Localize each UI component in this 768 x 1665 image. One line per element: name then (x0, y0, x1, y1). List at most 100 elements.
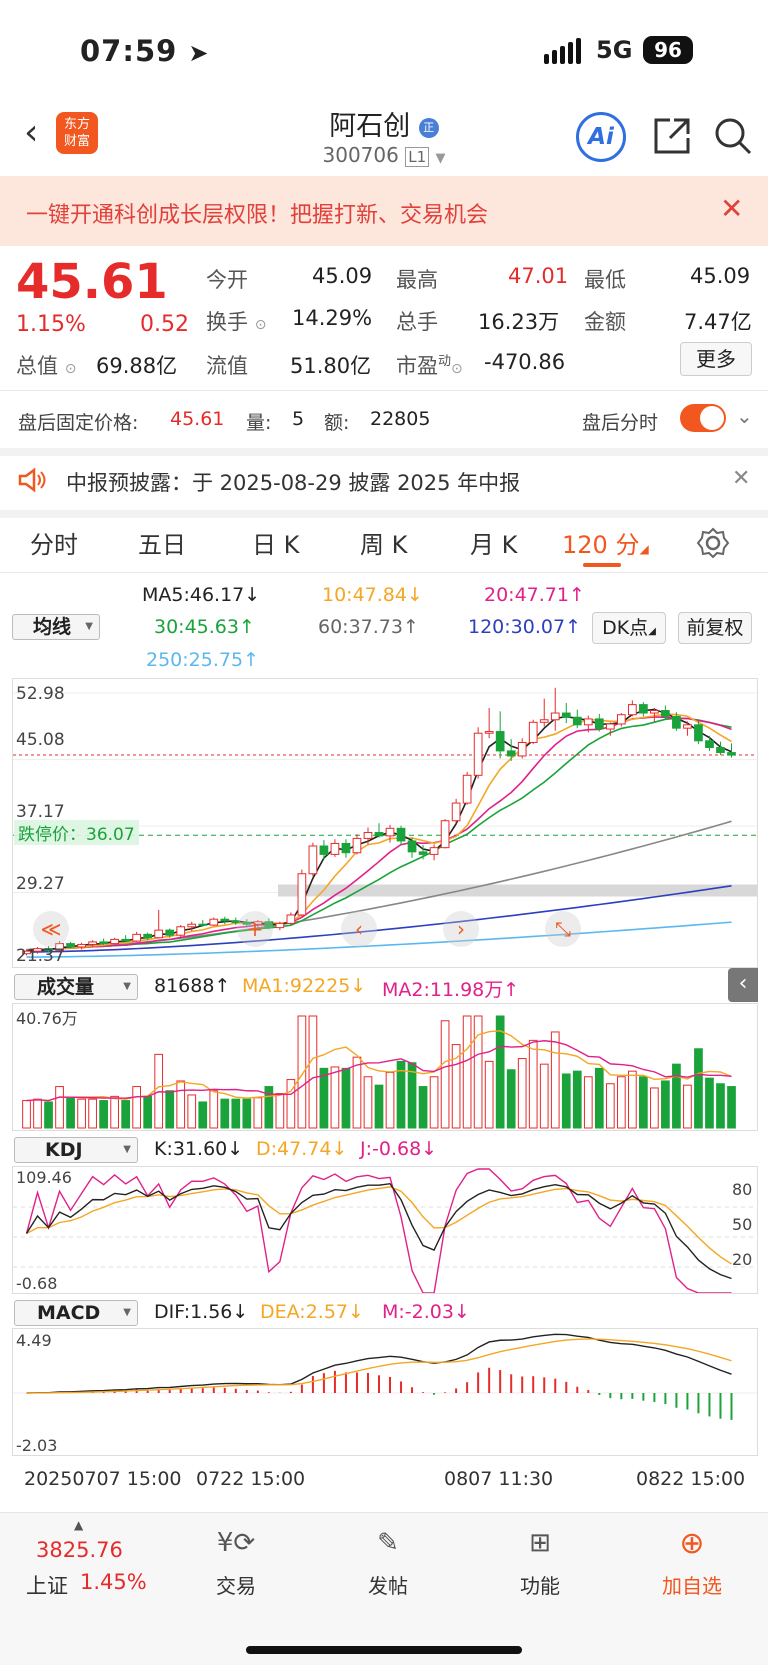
volume-bar (264, 1086, 274, 1129)
kdj-d-line (26, 1186, 732, 1265)
candle (407, 840, 417, 853)
volume-bar (539, 1063, 549, 1129)
x-tick: 20250707 15:00 (24, 1468, 182, 1490)
candle (650, 710, 659, 714)
volume-bar (88, 1098, 97, 1129)
ma-type-select[interactable]: 均线 ▼ (12, 614, 100, 640)
nav-post[interactable]: 发帖 (368, 1574, 408, 1598)
chevron-down-icon[interactable]: ⌄ (736, 404, 753, 428)
volume-bar (528, 1039, 538, 1129)
volume-bar (55, 1086, 64, 1129)
share-icon[interactable] (652, 116, 692, 156)
volume-bar (352, 1056, 362, 1129)
search-icon[interactable] (713, 116, 753, 156)
volume-ma2-line (26, 1040, 732, 1102)
volume-bar (561, 1073, 571, 1129)
candle (583, 718, 593, 726)
ai-button[interactable]: Ai (576, 112, 626, 162)
kdj-k: K:31.60↓ (154, 1138, 244, 1160)
more-button[interactable]: 更多 (680, 342, 752, 376)
candle (396, 827, 406, 842)
nav-trade[interactable]: 交易 (216, 1574, 256, 1598)
macd-dif: DIF:1.56↓ (154, 1301, 249, 1323)
float-value: 51.80亿 (290, 354, 372, 378)
dk-point-button[interactable]: DK点◢ (592, 612, 666, 644)
candle (550, 712, 560, 721)
kdj-select[interactable]: KDJ ▼ (14, 1137, 138, 1163)
volume-select[interactable]: 成交量 ▼ (14, 974, 138, 1000)
app-logo: 东方 财富 (56, 112, 98, 154)
candle (727, 752, 736, 756)
macd-dea: DEA:2.57↓ (260, 1301, 364, 1323)
bottom-nav (0, 1512, 768, 1665)
index-value[interactable]: 3825.76 (36, 1538, 123, 1562)
after-hours-toggle[interactable] (680, 404, 726, 432)
open-value: 45.09 (312, 264, 373, 288)
candle (308, 845, 318, 875)
volume-chart[interactable] (12, 1003, 758, 1131)
post-icon[interactable]: ✎ (377, 1528, 399, 1558)
candle (44, 948, 53, 951)
index-pct[interactable]: 1.45% (80, 1570, 147, 1594)
candle (352, 837, 362, 854)
volume-ma2: MA2:11.98万↑ (382, 979, 520, 1001)
chart-nav-button (33, 911, 69, 947)
ma120-line (26, 884, 732, 953)
tab-timeshare[interactable]: 分时 (30, 531, 78, 559)
price-change: 0.52 (140, 312, 189, 337)
volume-bar (672, 1063, 681, 1129)
candle (495, 731, 505, 752)
trade-icon[interactable]: ¥⟳ (216, 1528, 256, 1558)
after-amt-value: 22805 (370, 408, 431, 430)
function-icon[interactable]: ⊞ (529, 1528, 551, 1558)
chart-nav-button (443, 911, 479, 947)
tab-5day[interactable]: 五日 (138, 531, 186, 559)
tab-120min[interactable]: 120 分◢ (562, 531, 649, 559)
candle (506, 750, 516, 757)
volume-bar (242, 1098, 252, 1129)
pe-value: -470.86 (484, 350, 566, 374)
candle (705, 740, 714, 749)
notice-text[interactable]: 中报预披露：于 2025-08-29 披露 2025 年中报 (66, 471, 521, 495)
volume-bar (297, 1015, 307, 1129)
candle (33, 948, 42, 952)
amount-value: 7.47亿 (684, 310, 752, 334)
after-hours-timeshare-label: 盘后分时 (582, 412, 659, 434)
kdj-chart[interactable] (12, 1166, 758, 1294)
promo-text: 一键开通科创成长层权限！把握打新、交易机会 (26, 203, 489, 228)
index-name[interactable]: 上证 (26, 1574, 68, 1598)
volume-bar (396, 1060, 406, 1129)
chart-nav-button (237, 911, 273, 947)
macd-chart[interactable] (12, 1328, 758, 1456)
tab-day-k[interactable]: 日 K (252, 531, 300, 559)
back-icon[interactable]: ‹ (24, 112, 39, 153)
adjust-button[interactable]: 前复权 (678, 612, 752, 644)
candle (121, 938, 131, 942)
volume-bar (661, 1080, 670, 1129)
promo-banner[interactable] (0, 176, 768, 246)
tab-month-k[interactable]: 月 K (470, 531, 518, 559)
notice-close-icon[interactable]: ✕ (732, 466, 751, 491)
caret-up-icon: ▲ (74, 1518, 84, 1532)
macd-min-label: -2.03 (16, 1436, 58, 1455)
candle (132, 933, 142, 942)
volume-bar (220, 1098, 230, 1129)
tab-week-k[interactable]: 周 K (360, 531, 408, 559)
collapse-panel-button[interactable]: ‹ (728, 968, 758, 1002)
float-label: 流值 (206, 354, 248, 378)
settings-icon[interactable] (696, 526, 730, 560)
volume-bar (484, 1060, 494, 1129)
close-icon[interactable]: ✕ (720, 192, 744, 225)
candle (694, 724, 703, 742)
candlestick-chart[interactable]: ≪ + ‹ › ⤡ (12, 678, 758, 968)
candle (176, 926, 186, 936)
add-icon[interactable]: ⊕ (679, 1526, 705, 1561)
nav-add-watchlist[interactable]: 加自选 (662, 1574, 722, 1598)
macd-select[interactable]: MACD ▼ (14, 1300, 138, 1326)
kdj-d: D:47.74↓ (256, 1138, 348, 1160)
volume-bar (275, 1093, 285, 1129)
candle (473, 732, 483, 776)
after-amt-label: 额: (324, 412, 350, 434)
candle (528, 721, 538, 743)
nav-function[interactable]: 功能 (520, 1574, 560, 1598)
